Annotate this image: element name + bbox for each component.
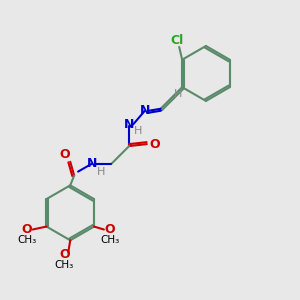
Text: O: O <box>59 148 70 161</box>
Text: O: O <box>59 248 70 260</box>
Text: CH₃: CH₃ <box>17 235 37 245</box>
Text: CH₃: CH₃ <box>55 260 74 270</box>
Text: O: O <box>104 223 115 236</box>
Text: CH₃: CH₃ <box>100 235 119 245</box>
Text: N: N <box>124 118 134 131</box>
Text: Cl: Cl <box>171 34 184 46</box>
Text: H: H <box>174 89 182 99</box>
Text: H: H <box>97 167 105 177</box>
Text: O: O <box>149 138 160 151</box>
Text: N: N <box>140 104 150 117</box>
Text: O: O <box>22 223 32 236</box>
Text: N: N <box>87 157 97 170</box>
Text: H: H <box>134 126 142 136</box>
